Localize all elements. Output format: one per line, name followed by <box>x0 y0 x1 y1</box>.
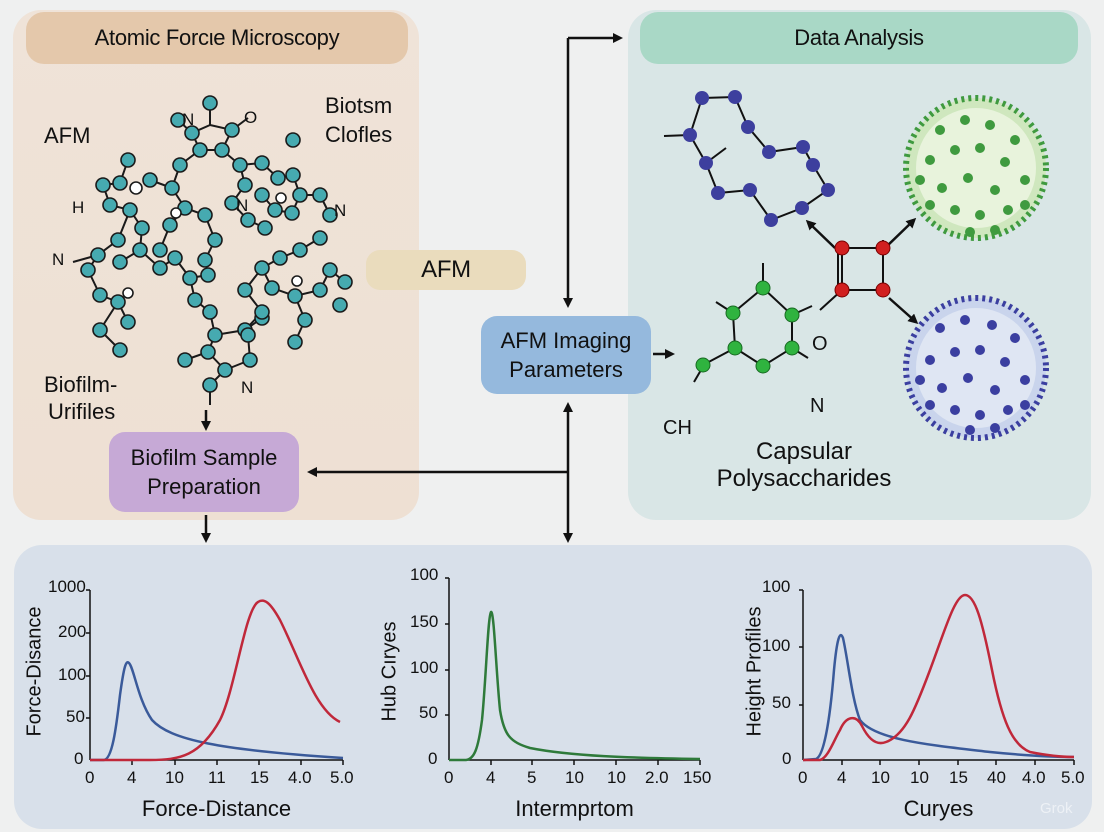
x-tick: 15 <box>250 768 269 787</box>
y-axis-label: Hub Cıryes <box>378 621 401 722</box>
atom-n-label: N <box>182 110 195 129</box>
y-tick: 0 <box>74 749 84 768</box>
box-line: Biofilm Sample <box>130 445 278 470</box>
x-tick: 5.0 <box>1061 768 1085 787</box>
biofilm-label: Biofilm- <box>44 372 118 397</box>
x-tick: 15 <box>949 768 968 787</box>
x-tick: 4 <box>486 768 496 787</box>
x-tick: 5.0 <box>330 768 354 787</box>
x-tick: 4 <box>127 768 137 787</box>
watermark: Grok <box>1040 800 1073 817</box>
charts-panel <box>14 545 1092 829</box>
green-sphere-icon <box>903 95 1049 241</box>
y-tick: 50 <box>66 707 85 726</box>
red-square-molecule-icon <box>819 240 884 311</box>
atom-n-label: N <box>334 201 347 220</box>
height-profiles-chart: 100 100 50 0 0 4 10 10 15 40 4.0 5.0 Hei… <box>730 560 1100 830</box>
x-tick: 40 <box>987 768 1006 787</box>
data-analysis-molecules <box>663 90 1049 441</box>
y-tick: 50 <box>419 703 438 722</box>
atom-o-label: O <box>244 108 258 127</box>
polysaccharides-label: Polysaccharides <box>716 465 892 492</box>
capsular-label: Capsular <box>755 438 853 465</box>
x-tick: 11 <box>208 768 226 787</box>
atom-ch-label: CH <box>663 417 692 439</box>
y-tick: 100 <box>762 577 791 596</box>
afm-label: AFM <box>44 123 91 148</box>
atom-n-label: N <box>241 378 254 397</box>
atom-o-label: O <box>812 333 828 355</box>
y-tick: 200 <box>58 622 87 641</box>
y-tick: 100 <box>410 658 439 677</box>
x-tick: 5 <box>527 768 537 787</box>
x-tick: 4 <box>837 768 847 787</box>
clofles-label: Clofles <box>325 122 393 147</box>
atom-n-label: N <box>52 250 65 269</box>
x-tick: 10 <box>607 768 626 787</box>
y-tick: 100 <box>58 665 87 684</box>
x-axis-label: Curyes <box>903 796 974 821</box>
urifiles-label: Urifiles <box>48 399 116 424</box>
x-tick: 10 <box>871 768 890 787</box>
x-tick: 2.0 <box>645 768 669 787</box>
afm-imaging-parameters-box[interactable]: AFM Imaging Parameters <box>481 316 651 394</box>
y-tick: 0 <box>428 749 438 768</box>
box-line: Preparation <box>147 474 261 499</box>
y-tick: 150 <box>410 612 439 631</box>
x-tick: 4.0 <box>1022 768 1046 787</box>
y-tick: 100 <box>762 636 791 655</box>
afm-tag: AFM <box>366 250 526 290</box>
atom-n-label: N <box>810 395 825 417</box>
flow-arrows <box>201 33 919 543</box>
x-tick: 150 <box>683 768 712 787</box>
x-tick: 4.0 <box>288 768 312 787</box>
x-tick: 10 <box>565 768 584 787</box>
biofilm-molecule-icon <box>72 95 353 405</box>
x-axis-label: Intermprtom <box>515 796 634 821</box>
y-axis-label: Force-Disance <box>23 606 46 737</box>
atom-n-label: N <box>236 196 249 215</box>
x-tick: 10 <box>910 768 929 787</box>
data-analysis-title: Data Analysis <box>640 12 1078 64</box>
hub-curves-chart: 100 150 100 50 0 0 4 5 10 10 2.0 150 Hub… <box>370 560 730 830</box>
box-line: AFM Imaging <box>500 328 632 353</box>
x-tick: 0 <box>798 768 808 787</box>
x-tick: 0 <box>85 768 95 787</box>
box-line: Parameters <box>509 357 623 382</box>
green-hexagon-molecule-icon <box>693 263 813 383</box>
x-tick: 10 <box>165 768 184 787</box>
biotsm-label: Biotsm <box>325 93 393 118</box>
force-distance-chart: 1000 200 100 50 0 0 4 10 11 15 4.0 5.0 F… <box>0 560 360 830</box>
y-tick: 1000 <box>48 577 86 596</box>
atom-h-label: H <box>72 198 85 217</box>
y-tick: 50 <box>772 693 791 712</box>
x-tick: 0 <box>444 768 454 787</box>
x-axis-label: Force-Distance <box>141 796 292 821</box>
y-tick: 100 <box>410 565 439 584</box>
biofilm-sample-preparation-box[interactable]: Biofilm Sample Preparation <box>109 432 299 512</box>
y-tick: 0 <box>782 749 792 768</box>
afm-panel-title: Atomic Forcιe Microscopy <box>26 12 408 64</box>
blue-sphere-icon <box>903 295 1049 441</box>
y-axis-label: Height Profiles <box>743 606 766 737</box>
